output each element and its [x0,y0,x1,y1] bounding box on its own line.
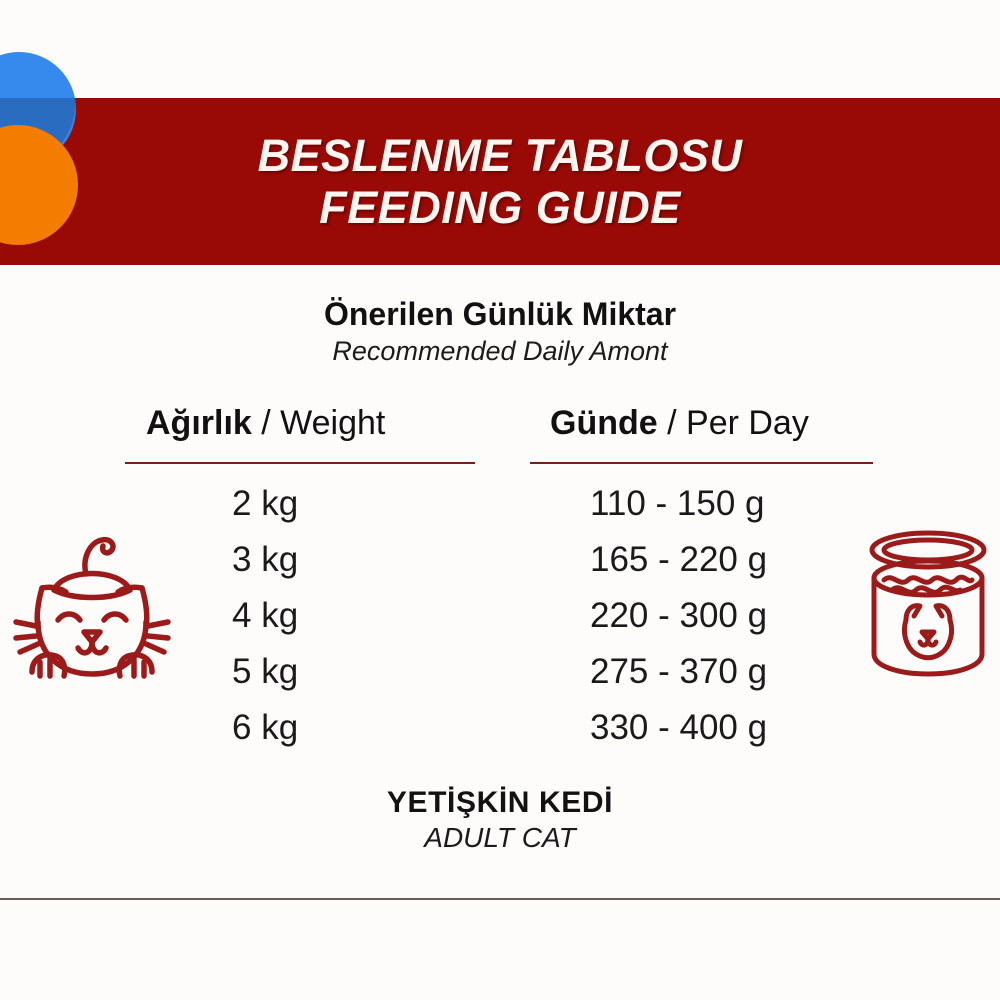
feeding-table: Ağırlık / Weight Günde / Per Day 2 kg 11… [0,398,1000,764]
column-header-weight: Ağırlık / Weight [146,404,385,443]
table-row: 4 kg 220 - 300 g [0,596,1000,652]
cat-food-can-icon [862,528,992,683]
table-rows: 2 kg 110 - 150 g 3 kg 165 - 220 g 4 kg 2… [0,484,1000,764]
column-header-perday-en: Per Day [686,404,809,442]
cat-face-icon [12,532,172,682]
cell-amount: 110 - 150 g [590,484,765,523]
column-header-weight-en: Weight [280,404,386,442]
cell-weight: 2 kg [232,484,299,523]
banner-title-en: FEEDING GUIDE [319,181,681,233]
subtitle-block: Önerilen Günlük Miktar Recommended Daily… [0,296,1000,367]
table-row: 2 kg 110 - 150 g [0,484,1000,540]
bottom-divider [0,898,1000,900]
lifestage-label-tr: YETİŞKİN KEDİ [386,786,614,819]
cell-amount: 330 - 400 g [590,708,768,747]
table-row: 5 kg 275 - 370 g [0,652,1000,708]
column-header-perday: Günde / Per Day [550,404,809,443]
header-banner: BESLENME TABLOSU FEEDING GUIDE [0,98,1000,265]
column-header-perday-tr: Günde [550,404,658,442]
cell-weight: 4 kg [232,596,299,635]
cell-weight: 3 kg [232,540,299,579]
table-row: 6 kg 330 - 400 g [0,708,1000,764]
table-column-headers: Ağırlık / Weight Günde / Per Day [0,398,1000,478]
cell-amount: 220 - 300 g [590,596,768,635]
column-header-perday-sep: / [657,404,687,442]
banner-title-tr: BESLENME TABLOSU [257,129,743,181]
cell-weight: 6 kg [232,708,299,747]
table-row: 3 kg 165 - 220 g [0,540,1000,596]
cell-amount: 275 - 370 g [590,652,768,691]
column-header-weight-tr: Ağırlık [146,404,252,442]
column-rule-perday [530,462,873,464]
lifestage-label-en: ADULT CAT [424,821,576,853]
subtitle-en: Recommended Daily Amont [332,335,668,366]
subtitle-tr: Önerilen Günlük Miktar [323,296,677,332]
lifestage-label-block: YETİŞKİN KEDİ ADULT CAT [0,786,1000,853]
cell-weight: 5 kg [232,652,299,691]
cell-amount: 165 - 220 g [590,540,768,579]
column-rule-weight [125,462,475,464]
column-header-weight-sep: / [251,404,281,442]
